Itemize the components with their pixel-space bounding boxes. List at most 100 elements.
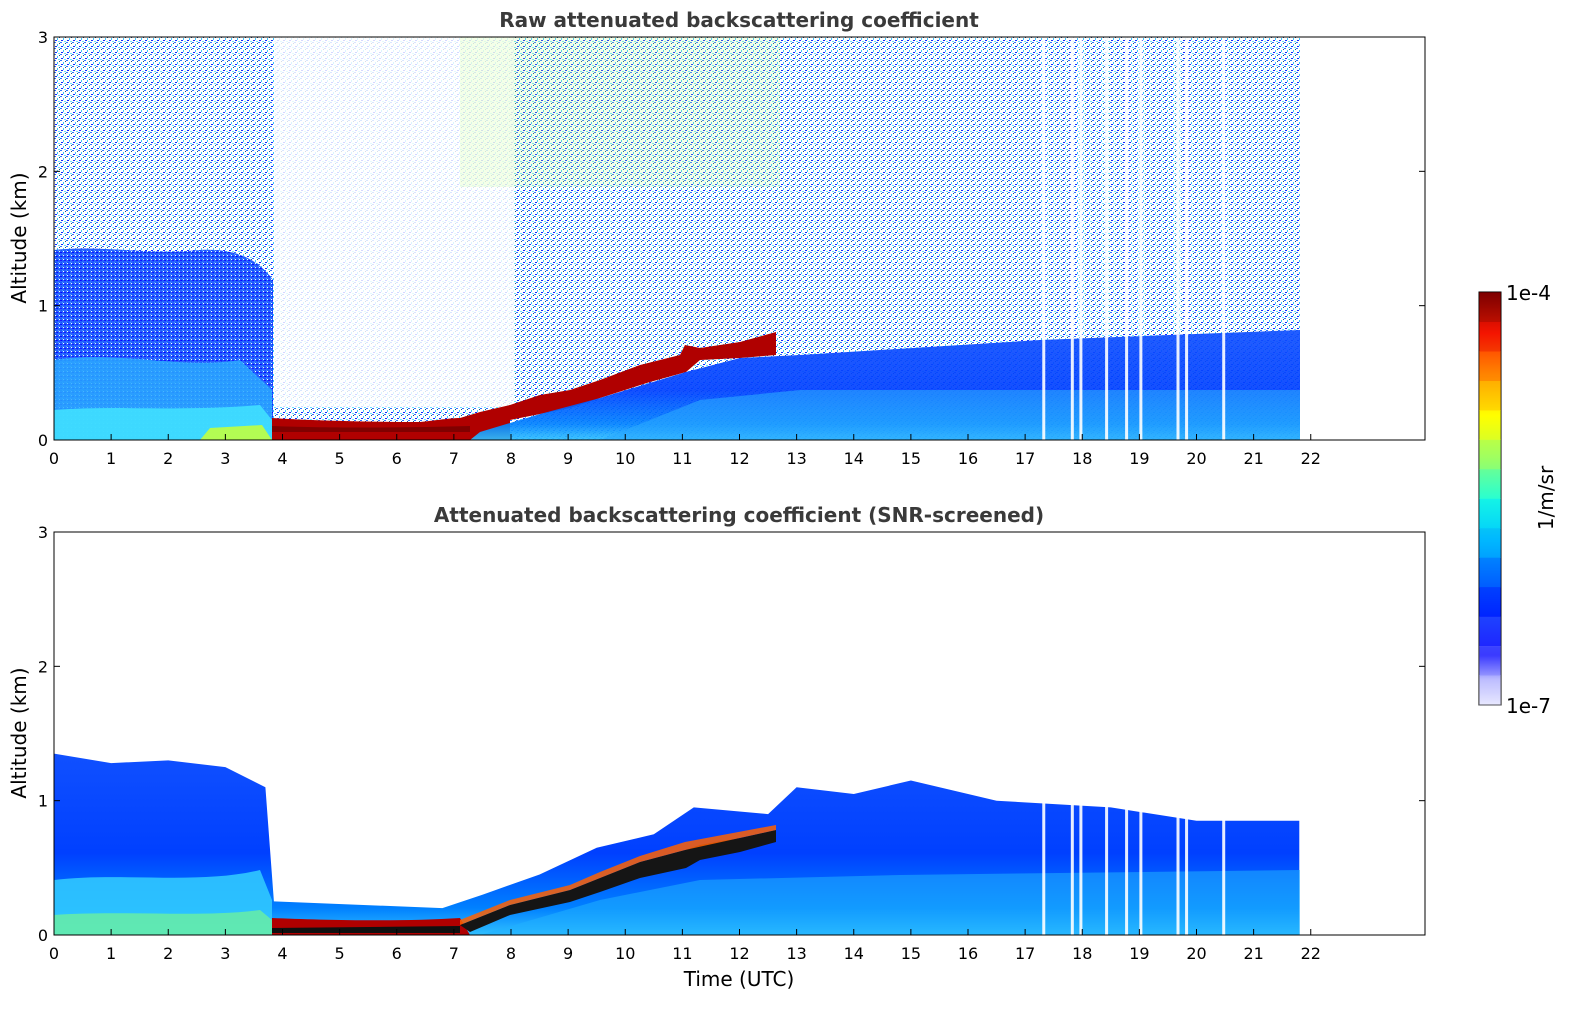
x-tick-label: 16 [958,944,978,963]
x-tick-label: 21 [1243,944,1263,963]
x-tick-label: 0 [49,449,59,468]
colorbar-band [1479,646,1501,676]
screened-backscatter-panel: Attenuated backscattering coefficient (S… [7,503,1426,991]
x-tick-label: 20 [1186,944,1206,963]
x-tick-label: 18 [1072,449,1092,468]
x-tick-label: 13 [786,944,806,963]
x-tick-label: 7 [449,449,459,468]
colorbar-band [1479,498,1501,529]
x-tick-label: 7 [449,944,459,963]
gap-stripe [1176,532,1180,935]
x-tick-label: 19 [1129,944,1149,963]
gap-stripe [1042,37,1046,440]
x-tick-label: 14 [844,944,864,963]
gap-stripe [1139,37,1143,440]
panel1-x-ticks: 0 1 2 3 4 5 6 7 8 9 10 11 12 13 14 15 16 17 18 19 20 21 22 [49,434,1321,468]
screened-heatmap [54,532,1425,935]
x-tick-label: 8 [506,449,516,468]
colorbar-band [1479,439,1501,470]
x-tick-label: 21 [1243,449,1263,468]
gap-stripe [1185,532,1189,935]
raw-heatmap [54,37,1425,440]
x-tick-label: 1 [106,449,116,468]
x-tick-label: 16 [958,449,978,468]
colorbar-band [1479,469,1501,499]
y-tick-label: 1 [38,297,48,316]
x-tick-label: 17 [1015,449,1035,468]
x-tick-label: 9 [563,449,573,468]
gap-stripe [1079,532,1083,935]
colorbar-band [1479,675,1501,706]
x-tick-label: 15 [901,449,921,468]
colorbar-band [1479,587,1501,617]
x-tick-label: 5 [335,944,345,963]
x-tick-label: 5 [335,449,345,468]
x-tick-label: 11 [672,449,692,468]
x-axis-label: Time (UTC) [683,967,795,991]
panel1-y-axis-label: Altitude (km) [7,172,31,303]
x-tick-label: 13 [786,449,806,468]
colorbar-steps [1479,292,1501,706]
gap-stripe [1222,37,1226,440]
colorbar-gradient [1478,291,1502,706]
gap-stripe [1139,532,1143,935]
x-tick-label: 8 [506,944,516,963]
y-tick-label: 3 [38,28,48,47]
gap-stripe [1079,37,1083,440]
gap-stripe [1176,37,1180,440]
x-tick-label: 19 [1129,449,1149,468]
gap-stripe [1070,532,1074,935]
x-tick-label: 6 [392,449,402,468]
gap-stripe [1125,532,1129,935]
gap-stripe [1042,532,1046,935]
panel2-x-ticks: 0 1 2 3 4 5 6 7 8 9 10 11 12 13 14 15 16 17 18 19 20 21 22 [49,929,1321,963]
colorbar-band [1479,351,1501,381]
colorbar-min-label: 1e-7 [1506,694,1551,718]
x-tick-label: 6 [392,944,402,963]
x-tick-label: 12 [729,449,749,468]
panel1-title: Raw attenuated backscattering coefficien… [499,8,979,32]
gap-stripe [1105,532,1109,935]
y-tick-label: 3 [38,523,48,542]
gap-stripe [1105,37,1109,440]
x-tick-label: 22 [1301,944,1321,963]
gap-stripe [1185,37,1189,440]
colorbar-band [1479,410,1501,440]
colorbar-band [1479,380,1501,411]
colorbar-band [1479,557,1501,588]
colorbar: 1e-4 1e-7 1/m/sr [1478,281,1558,718]
x-tick-label: 11 [672,944,692,963]
panel1-y-ticks: 0 1 2 3 [38,28,1425,450]
colorbar-band [1479,528,1501,558]
y-tick-label: 2 [38,657,48,676]
colorbar-band [1479,616,1501,647]
x-tick-label: 10 [615,449,635,468]
missing-data-gaps [1042,532,1226,935]
x-tick-label: 10 [615,944,635,963]
x-tick-label: 3 [220,449,230,468]
y-tick-label: 0 [38,431,48,450]
gap-stripe [1070,37,1074,440]
x-tick-label: 17 [1015,944,1035,963]
colorbar-max-label: 1e-4 [1506,281,1551,305]
x-tick-label: 2 [163,944,173,963]
x-tick-label: 14 [844,449,864,468]
x-tick-label: 4 [277,449,287,468]
panel2-y-axis-label: Altitude (km) [7,667,31,798]
colorbar-unit-label: 1/m/sr [1534,465,1558,530]
y-tick-label: 1 [38,792,48,811]
panel2-y-ticks: 0 1 2 3 [38,523,1425,945]
x-tick-label: 3 [220,944,230,963]
x-tick-label: 1 [106,944,116,963]
panel2-title: Attenuated backscattering coefficient (S… [434,503,1044,527]
x-tick-label: 9 [563,944,573,963]
x-tick-label: 15 [901,944,921,963]
x-tick-label: 2 [163,449,173,468]
x-tick-label: 12 [729,944,749,963]
raw-backscatter-panel: Raw attenuated backscattering coefficien… [7,8,1426,468]
colorbar-band [1479,321,1501,352]
x-tick-label: 22 [1301,449,1321,468]
missing-data-gaps [1042,37,1226,440]
gap-stripe [1222,532,1226,935]
y-tick-label: 0 [38,926,48,945]
